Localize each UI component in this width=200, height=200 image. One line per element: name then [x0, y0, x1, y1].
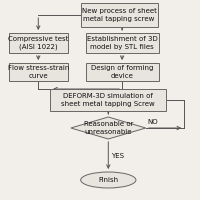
Text: Finish: Finish [98, 177, 118, 183]
Text: DEFORM-3D simulation of
sheet metal tapping Screw: DEFORM-3D simulation of sheet metal tapp… [61, 93, 155, 107]
Text: NO: NO [148, 119, 158, 125]
Text: YES: YES [111, 152, 124, 158]
FancyBboxPatch shape [50, 89, 166, 111]
Text: Compressive test
(AISI 1022): Compressive test (AISI 1022) [8, 36, 68, 50]
Text: Establishment of 3D
model by STL files: Establishment of 3D model by STL files [87, 36, 157, 50]
Ellipse shape [81, 172, 136, 188]
FancyBboxPatch shape [81, 3, 158, 27]
FancyBboxPatch shape [86, 33, 159, 53]
Text: Reasonable or
unreasonable: Reasonable or unreasonable [84, 121, 133, 135]
Text: Flow stress-strain
curve: Flow stress-strain curve [8, 65, 69, 79]
Polygon shape [71, 117, 146, 139]
Text: Design of forming
device: Design of forming device [91, 65, 153, 79]
Text: New process of sheet
metal tapping screw: New process of sheet metal tapping screw [82, 8, 157, 22]
FancyBboxPatch shape [86, 63, 159, 81]
FancyBboxPatch shape [9, 33, 68, 53]
FancyBboxPatch shape [9, 63, 68, 81]
